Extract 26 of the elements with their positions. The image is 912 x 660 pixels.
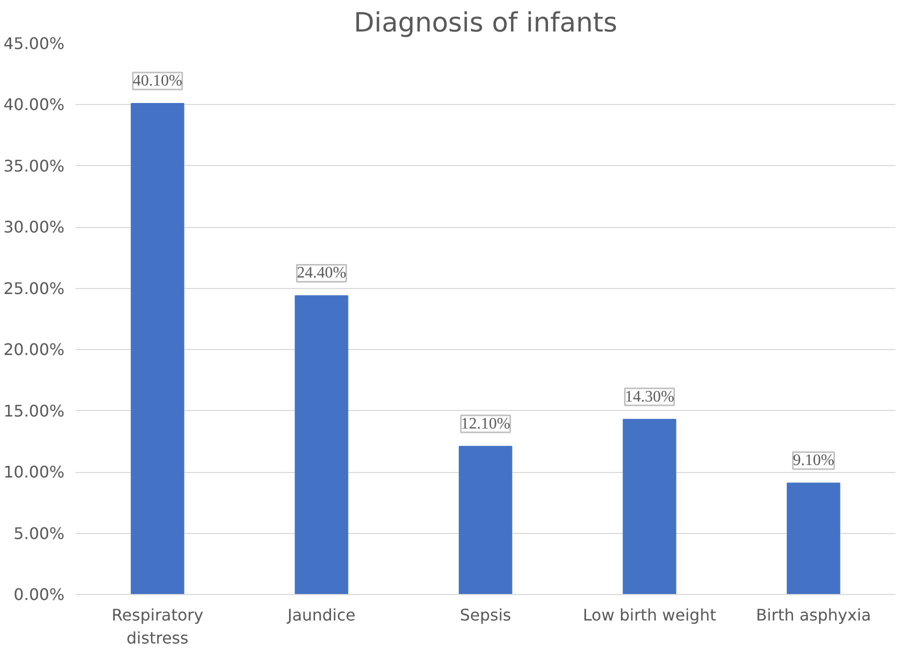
- x-tick-label: Birth asphyxia: [756, 606, 872, 624]
- y-tick-label: 10.00%: [3, 462, 65, 482]
- data-label: 12.10%: [460, 415, 510, 432]
- x-tick-label: Low birth weight: [582, 606, 716, 624]
- y-tick-label: 35.00%: [3, 156, 65, 176]
- x-tick-label: Respiratory distress: [112, 606, 204, 648]
- data-label: 40.10%: [132, 72, 182, 90]
- y-tick-label: 20.00%: [3, 340, 65, 360]
- y-tick-label: 15.00%: [3, 401, 65, 420]
- bar: [622, 418, 676, 594]
- bar: [786, 482, 840, 594]
- data-label: 24.40%: [296, 264, 346, 282]
- bar: [294, 295, 348, 594]
- x-tick-label: Jaundice: [286, 606, 356, 624]
- y-tick-label: 25.00%: [3, 278, 65, 298]
- bar: [458, 446, 512, 594]
- data-label: 9.10%: [792, 452, 834, 470]
- y-tick-label: 40.00%: [3, 95, 65, 114]
- bar: [130, 103, 184, 594]
- y-tick-label: 30.00%: [3, 218, 65, 237]
- chart-title: Diagnosis of infants: [354, 8, 618, 38]
- y-tick-label: 0.00%: [14, 585, 64, 604]
- y-tick-label: 45.00%: [3, 34, 65, 53]
- y-tick-label: 5.00%: [14, 524, 64, 543]
- data-label: 14.30%: [624, 388, 674, 406]
- x-tick-label: Sepsis: [460, 606, 512, 624]
